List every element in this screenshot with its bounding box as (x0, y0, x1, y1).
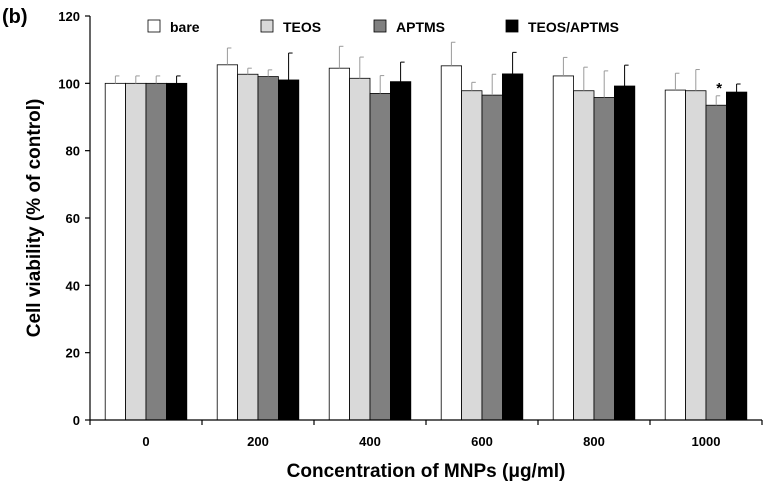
bar-bare-0 (104, 82, 126, 421)
bar-aptms-200 (257, 76, 279, 421)
y-tick-label: 20 (66, 346, 80, 361)
x-tick-label: 1000 (692, 434, 721, 449)
bar-teos-400 (349, 77, 371, 421)
y-tick-label: 40 (66, 278, 80, 293)
x-tick-label: 400 (359, 434, 381, 449)
x-tick-label: 600 (471, 434, 493, 449)
x-tick-label: 0 (142, 434, 149, 449)
legend-label: bare (170, 19, 200, 35)
legend-label: TEOS (283, 19, 321, 35)
bar-aptms-600 (481, 94, 503, 421)
y-tick-label: 0 (73, 413, 80, 428)
bar-bare-200 (216, 64, 238, 421)
bar-aptms-800 (593, 97, 615, 421)
y-tick-label: 60 (66, 211, 80, 226)
legend-swatch (373, 19, 387, 33)
y-axis: 0 20 40 60 80 100 120 (58, 9, 91, 428)
bar-aptms-1000 (705, 104, 727, 421)
x-tick-label: 200 (247, 434, 269, 449)
y-tick-label: 120 (58, 9, 80, 24)
bar-aptms-400 (369, 93, 391, 421)
x-axis-title: Concentration of MNPs (μg/ml) (287, 461, 566, 482)
bar-aptms-0 (145, 82, 167, 421)
bar-teos-aptms-400 (389, 81, 412, 421)
bar-teos-1000 (685, 90, 707, 421)
legend-label: APTMS (396, 19, 445, 35)
legend: bare TEOS APTMS TEOS/APTMS (147, 19, 619, 35)
y-axis-title: Cell viability (% of control) (24, 99, 45, 338)
legend-swatch (260, 19, 274, 33)
legend-label: TEOS/APTMS (528, 19, 619, 35)
bar-teos-aptms-200 (277, 79, 300, 421)
x-axis: 0 200 400 600 800 1000 (89, 419, 763, 449)
legend-swatch (505, 19, 519, 33)
bar-bare-400 (328, 67, 351, 421)
bar-teos-0 (125, 82, 147, 421)
bar-teos-200 (237, 73, 259, 421)
bar-teos-800 (573, 90, 595, 421)
y-tick-label: 100 (58, 76, 80, 91)
bar-bare-600 (440, 65, 463, 421)
bar-teos-600 (461, 90, 483, 421)
bar-teos-aptms-800 (614, 85, 636, 421)
y-tick-label: 80 (66, 144, 80, 159)
bar-bare-1000 (664, 89, 687, 421)
x-tick-label: 800 (583, 434, 605, 449)
legend-swatch (147, 19, 161, 33)
significance-marker: * (716, 80, 722, 97)
panel-label: (b) (2, 6, 28, 28)
plot-area: * (104, 41, 748, 421)
bar-teos-aptms-0 (165, 82, 188, 421)
bar-teos-aptms-1000 (726, 91, 748, 421)
bar-bare-800 (552, 75, 575, 421)
bar-teos-aptms-600 (501, 73, 524, 421)
